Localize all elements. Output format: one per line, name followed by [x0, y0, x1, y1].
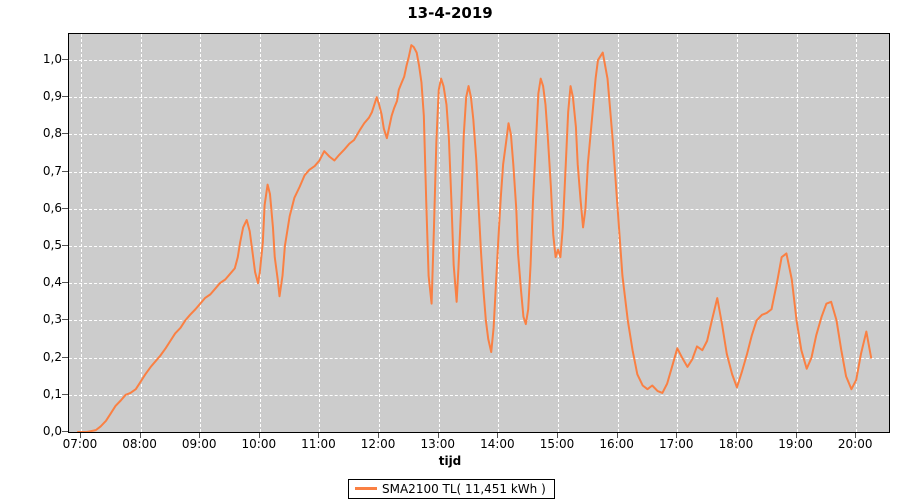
chart-legend[interactable]: SMA2100 TL( 11,451 kWh ) [348, 479, 555, 499]
x-tick-mark [437, 432, 439, 438]
x-tick-mark [199, 432, 201, 438]
x-tick-mark [139, 432, 141, 438]
x-tick-mark [79, 432, 81, 438]
gridline-vertical [856, 34, 858, 432]
series-line-0 [76, 44, 873, 432]
x-tick-label: 12:00 [360, 437, 396, 451]
gridline-vertical [558, 34, 560, 432]
x-tick-mark [557, 432, 559, 438]
gridline-horizontal [69, 171, 889, 173]
y-tick-mark [62, 356, 68, 358]
x-tick-label: 07:00 [62, 437, 98, 451]
y-tick-mark [62, 319, 68, 321]
x-tick-mark [318, 432, 320, 438]
x-tick-label: 16:00 [599, 437, 634, 451]
y-tick-label: 0,7 [42, 163, 62, 178]
y-tick-label: 0,8 [42, 126, 62, 141]
y-tick-label: 0,6 [42, 200, 62, 215]
gridline-vertical [319, 34, 321, 432]
x-tick-label: 14:00 [480, 437, 515, 451]
x-tick-label: 20:00 [837, 437, 873, 451]
x-tick-mark [616, 432, 618, 438]
y-tick-mark [62, 59, 68, 61]
x-tick-mark [735, 432, 737, 438]
gridline-horizontal [69, 357, 889, 359]
x-tick-label: 17:00 [658, 437, 694, 451]
y-tick-mark [62, 245, 68, 247]
x-tick-label: 18:00 [718, 437, 754, 451]
gridline-horizontal [69, 320, 889, 322]
legend-color-swatch [355, 487, 377, 490]
gridline-horizontal [69, 283, 889, 285]
gridline-horizontal [69, 97, 889, 99]
gridline-vertical [379, 34, 381, 432]
gridline-vertical [617, 34, 619, 432]
x-tick-label: 09:00 [181, 437, 217, 451]
x-tick-mark [676, 432, 678, 438]
y-tick-label: 0,9 [42, 89, 62, 104]
y-tick-mark [62, 170, 68, 172]
x-tick-label: 13:00 [420, 437, 456, 451]
gridline-vertical [140, 34, 142, 432]
y-tick-mark [62, 393, 68, 395]
y-tick-label: 0,1 [42, 386, 62, 401]
gridline-vertical [677, 34, 679, 432]
y-tick-mark [62, 133, 68, 135]
y-tick-label: 0,4 [42, 275, 62, 290]
gridline-vertical [259, 34, 261, 432]
y-tick-label: 0,5 [42, 238, 62, 253]
gridline-vertical [438, 34, 440, 432]
x-axis-label: tijd [438, 454, 462, 468]
gridline-horizontal [69, 134, 889, 136]
x-tick-mark [258, 432, 260, 438]
gridline-horizontal [69, 60, 889, 62]
gridline-vertical [200, 34, 202, 432]
x-tick-mark [378, 432, 380, 438]
plot-inner [69, 34, 889, 432]
x-tick-label: 11:00 [301, 437, 336, 451]
x-tick-label: 19:00 [778, 437, 813, 451]
gridline-horizontal [69, 394, 889, 396]
x-tick-mark [497, 432, 499, 438]
y-tick-label: 0,0 [42, 424, 62, 438]
chart-title: 13-4-2019 [407, 4, 493, 22]
y-tick-mark [62, 96, 68, 98]
legend-label: SMA2100 TL( 11,451 kWh ) [382, 481, 546, 496]
series-line-svg [76, 44, 873, 432]
x-tick-mark [795, 432, 797, 438]
x-tick-mark [855, 432, 857, 438]
y-tick-label: 1,0 [42, 52, 62, 67]
y-tick-mark [62, 431, 68, 432]
plot-area [68, 33, 890, 433]
gridline-vertical [80, 34, 82, 432]
x-tick-label: 08:00 [122, 437, 157, 451]
y-tick-label: 0,2 [42, 349, 62, 364]
x-tick-label: 15:00 [539, 437, 575, 451]
gridline-vertical [736, 34, 738, 432]
gridline-vertical [796, 34, 798, 432]
y-tick-mark [62, 282, 68, 284]
y-tick-label: 0,3 [42, 312, 62, 327]
x-tick-label: 10:00 [241, 437, 277, 451]
y-tick-mark [62, 207, 68, 209]
gridline-horizontal [69, 246, 889, 248]
